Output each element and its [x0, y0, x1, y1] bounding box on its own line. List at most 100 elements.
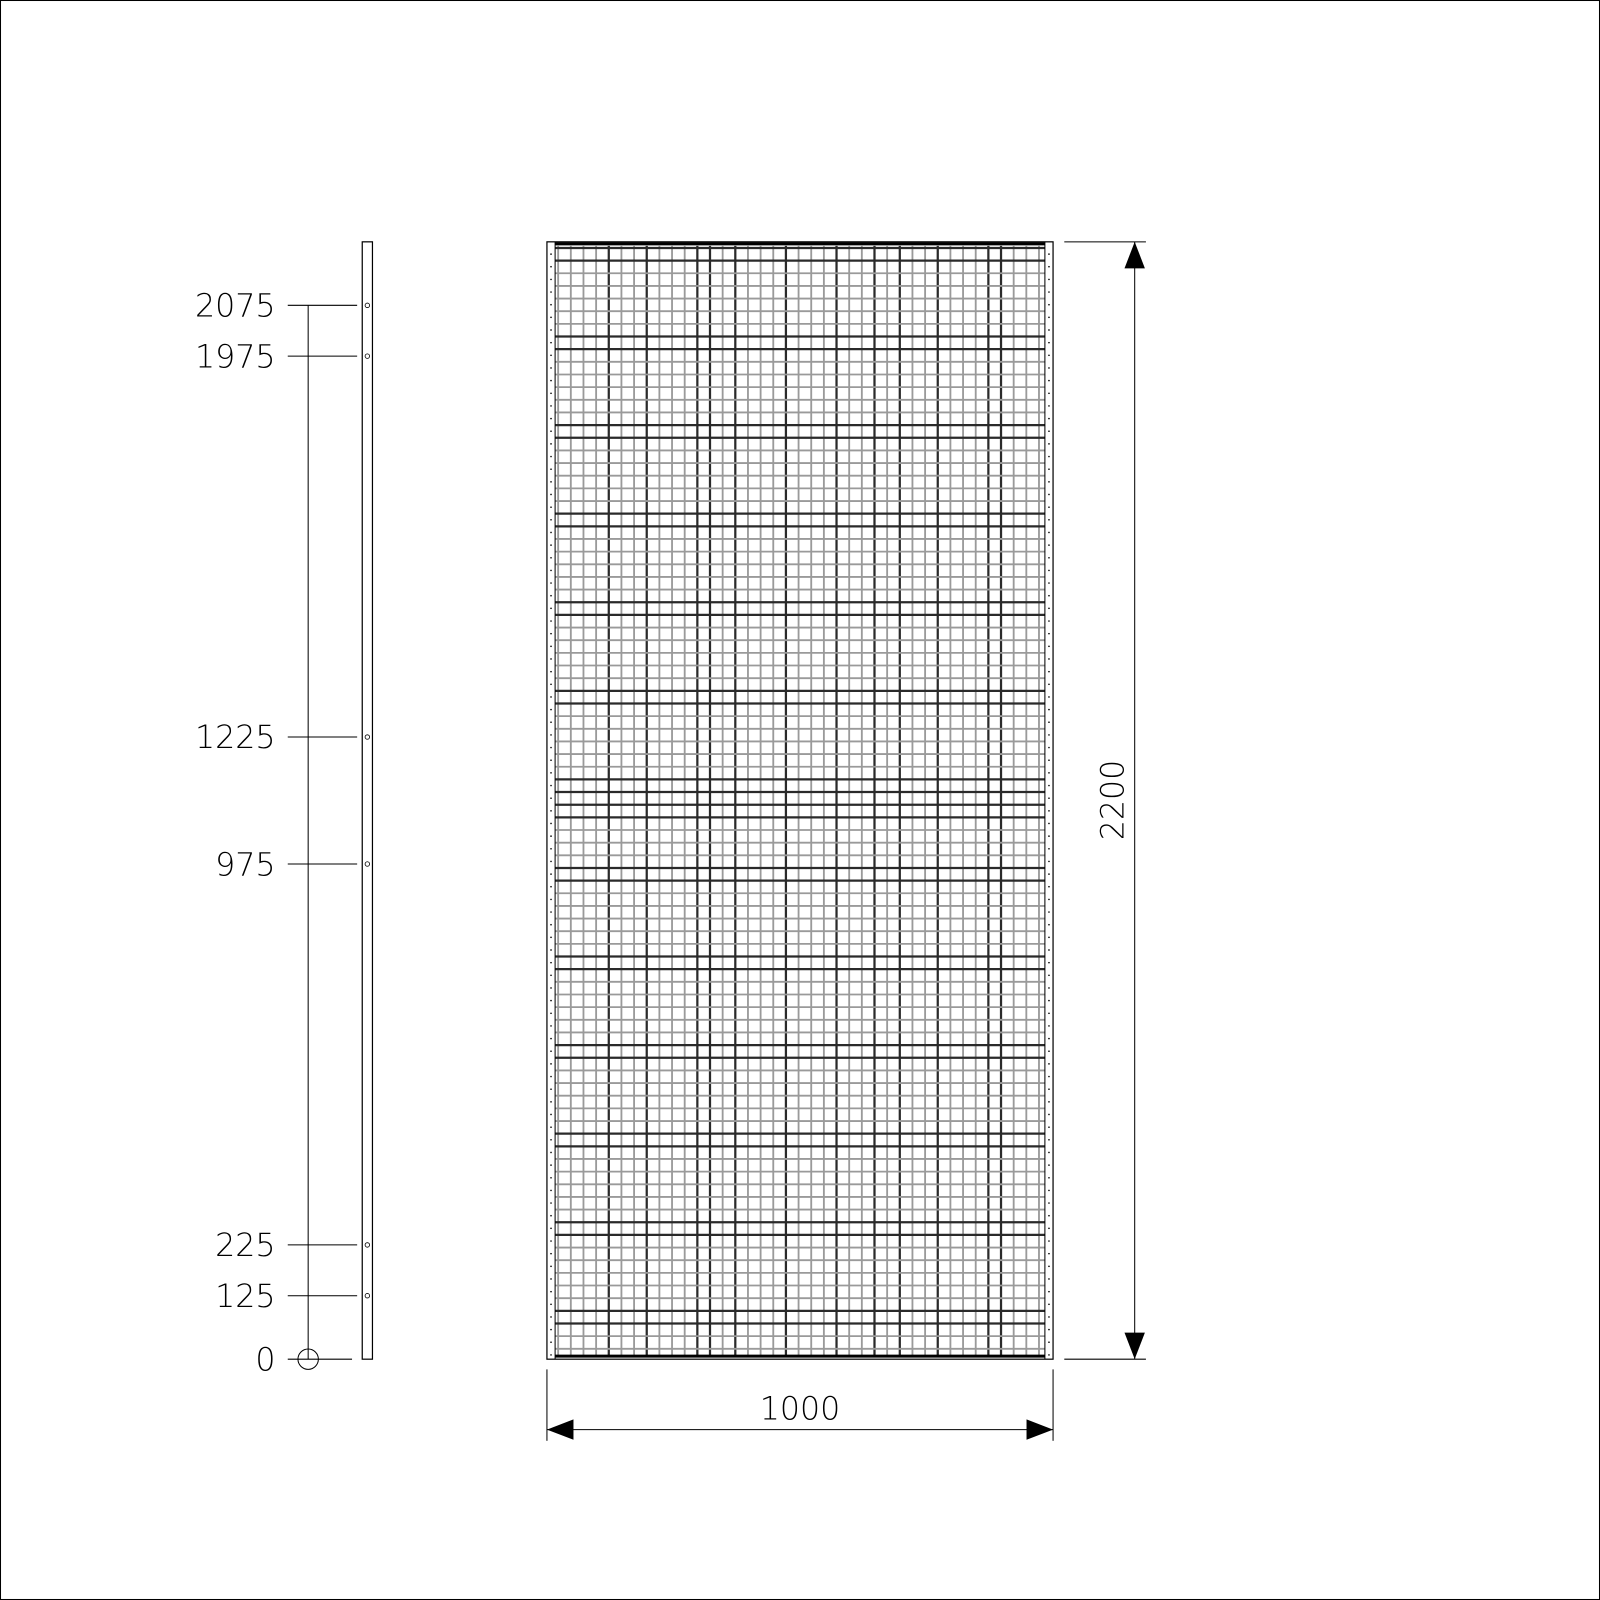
frame-dot	[550, 316, 552, 319]
frame-dot	[1048, 620, 1050, 622]
hole-label-1975: 1975	[195, 339, 275, 375]
frame-dot	[1048, 898, 1050, 901]
frame-dot	[550, 683, 552, 686]
frame-dot	[1048, 1037, 1050, 1040]
frame-dot	[550, 898, 552, 901]
frame-dot	[550, 645, 552, 648]
frame-dot	[550, 1088, 552, 1090]
frame-dot	[550, 784, 552, 787]
frame-dot	[1048, 392, 1050, 395]
frame-dot	[550, 873, 552, 875]
frame-dot	[1048, 1138, 1050, 1141]
side-view: 2075 1975 1225 975 225 125 0	[195, 241, 374, 1378]
frame-dot	[550, 329, 552, 331]
frame-dot	[550, 1214, 552, 1217]
frame-dot	[1048, 531, 1050, 534]
frame-dot	[550, 746, 552, 749]
frame-dot	[550, 1328, 552, 1331]
frame-dot	[1048, 1303, 1050, 1306]
frame-dot	[1048, 1227, 1050, 1230]
frame-dot	[1048, 556, 1050, 559]
frame-dot	[1048, 506, 1050, 508]
frame-dot	[1048, 1189, 1050, 1192]
frame-dot	[550, 620, 552, 622]
frame-dot	[1048, 1075, 1050, 1078]
frame-dot	[1048, 493, 1050, 496]
frame-dot	[1048, 759, 1050, 762]
frame-dot	[550, 1151, 552, 1154]
frame-dot	[550, 1113, 552, 1116]
frame-dot	[550, 1202, 552, 1204]
frame-dot	[1048, 1101, 1050, 1103]
frame-dot	[550, 278, 552, 281]
frame-dot	[550, 835, 552, 837]
hole-label-2075: 2075	[195, 288, 275, 324]
frame-dot	[550, 481, 552, 483]
arrow-up-icon	[1124, 241, 1145, 269]
frame-dot	[550, 417, 552, 420]
frame-dot	[1048, 1265, 1050, 1268]
frame-dot	[1048, 936, 1050, 939]
hole-icon	[364, 353, 370, 359]
frame-dot	[550, 822, 552, 825]
hole-label-975: 975	[215, 848, 275, 884]
frame-dot	[550, 569, 552, 572]
frame-dot	[1048, 683, 1050, 686]
frame-dot	[1048, 911, 1050, 913]
frame-dot	[550, 392, 552, 395]
frame-dot	[550, 1063, 552, 1065]
frame-dot	[1048, 265, 1050, 268]
frame-dot	[550, 1012, 552, 1015]
frame-dot	[1048, 443, 1050, 445]
frame-dot	[1048, 923, 1050, 926]
frame-dot	[1048, 670, 1050, 673]
frame-dot	[550, 405, 552, 407]
frame-dot	[550, 1290, 552, 1293]
frame-dot	[550, 987, 552, 989]
frame-dot	[1048, 1164, 1050, 1166]
frame-dot	[1048, 658, 1050, 660]
frame-dot	[550, 721, 552, 724]
frame-dot	[550, 430, 552, 433]
frame-dot	[550, 974, 552, 977]
frame-dot	[1048, 1278, 1050, 1280]
frame-dot	[1048, 949, 1050, 951]
frame-dot	[550, 594, 552, 597]
frame-dot	[550, 772, 552, 774]
frame-dot	[550, 1176, 552, 1179]
frame-dot	[1048, 582, 1050, 584]
frame-dot	[1048, 632, 1050, 635]
hole-icon	[364, 1293, 370, 1299]
front-view: 1000 2200	[546, 241, 1146, 1441]
hole-label-1225: 1225	[195, 720, 275, 756]
frame-dot	[1048, 253, 1050, 255]
hole-label-225: 225	[215, 1228, 275, 1264]
frame-dot	[1048, 1214, 1050, 1217]
frame-dot	[550, 1278, 552, 1280]
panel-frame	[546, 241, 1054, 1360]
frame-dot	[1048, 316, 1050, 319]
frame-dot	[1048, 860, 1050, 863]
frame-dot	[550, 936, 552, 939]
height-label: 2200	[1095, 760, 1131, 840]
frame-dot	[550, 291, 552, 293]
frame-dot	[1048, 734, 1050, 736]
frame-dot	[550, 1227, 552, 1230]
arrow-down-icon	[1124, 1332, 1145, 1360]
frame-dot	[1048, 1252, 1050, 1255]
frame-dot	[550, 518, 552, 521]
frame-dot	[550, 379, 552, 382]
frame-dot	[550, 1050, 552, 1053]
frame-dot	[1048, 1063, 1050, 1065]
frame-dot	[1048, 1290, 1050, 1293]
frame-dot	[1048, 1151, 1050, 1154]
frame-dot	[1048, 708, 1050, 711]
frame-dot	[550, 885, 552, 888]
frame-dot	[550, 961, 552, 964]
frame-dot	[550, 759, 552, 762]
frame-dot	[1048, 885, 1050, 888]
frame-dot	[1048, 835, 1050, 837]
frame-dot	[1048, 1088, 1050, 1090]
frame-dot	[550, 999, 552, 1002]
